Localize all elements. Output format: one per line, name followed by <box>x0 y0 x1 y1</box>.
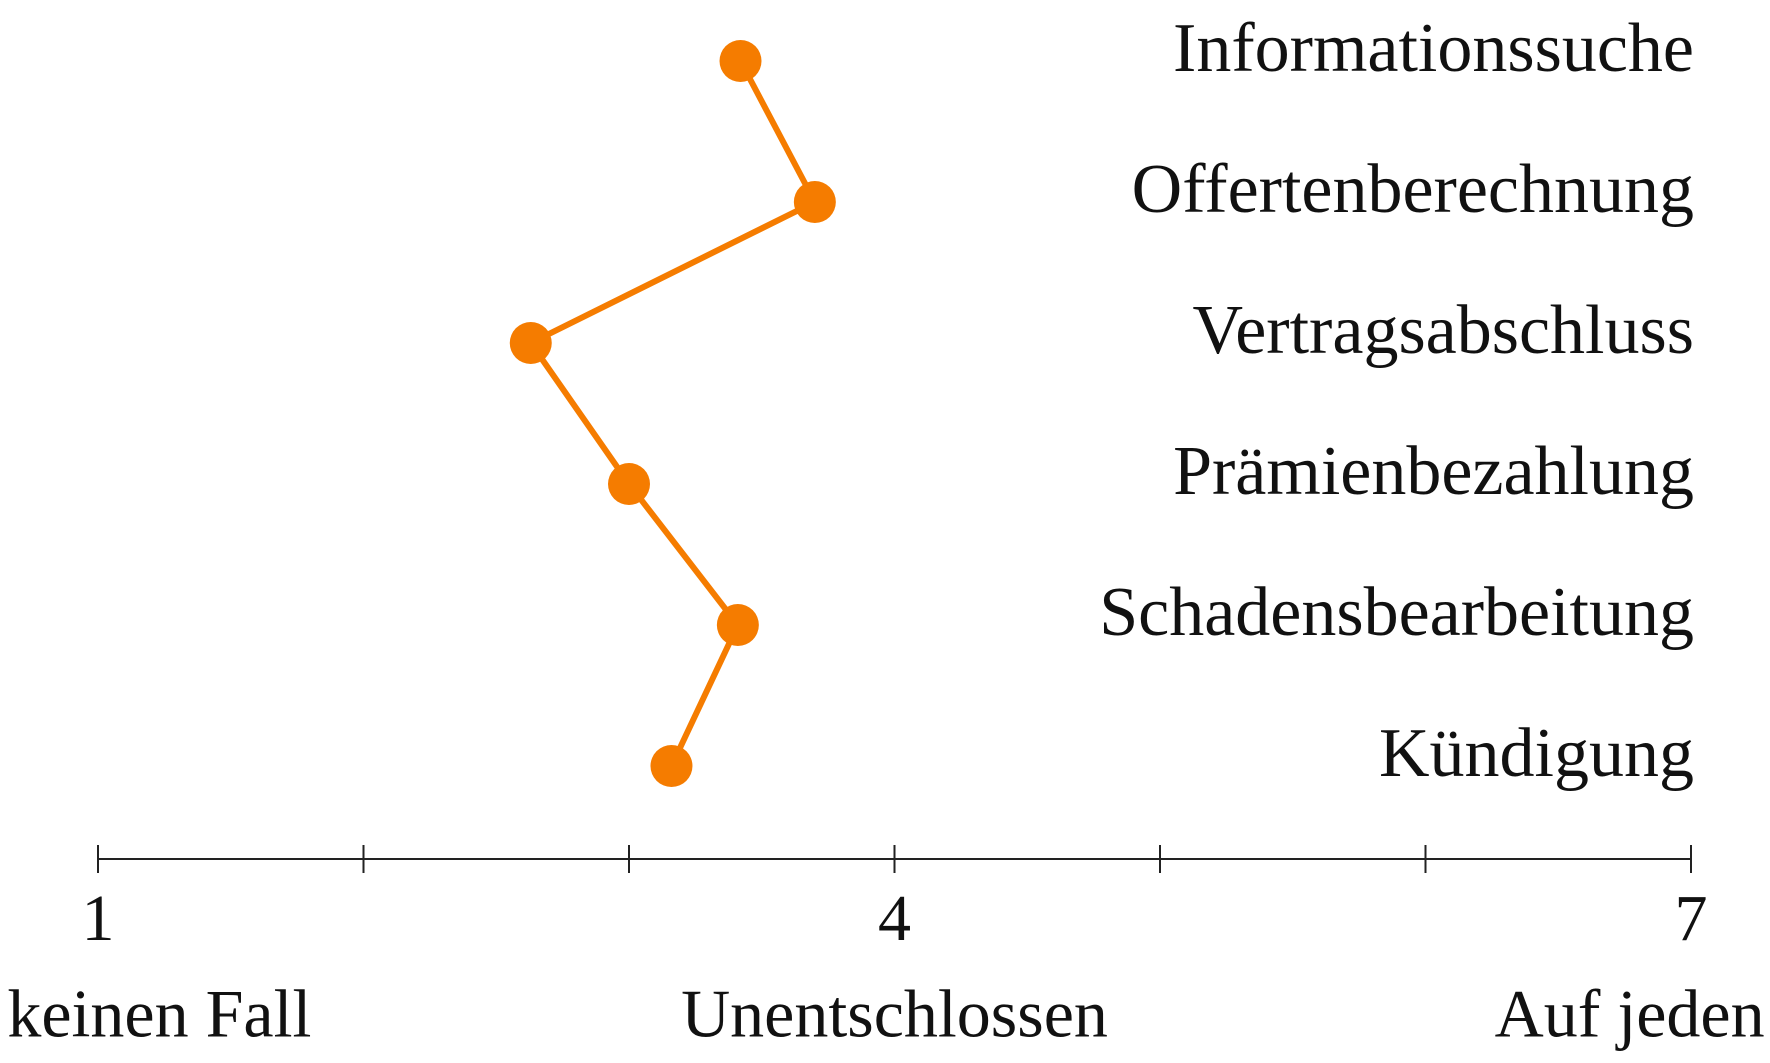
category-label: Informationssuche <box>1173 10 1694 87</box>
dot <box>793 181 836 223</box>
category-label: Prämienbezahlung <box>1173 433 1694 510</box>
scale-label: Auf keinen Fall <box>0 976 311 1052</box>
dot <box>716 604 759 646</box>
dot <box>608 463 650 505</box>
scale-label: Unentschlossen <box>681 976 1108 1052</box>
category-label: Kündigung <box>1379 715 1694 792</box>
dot <box>719 40 762 82</box>
category-label: Schadensbearbeitung <box>1099 574 1694 651</box>
line <box>526 59 819 768</box>
dot <box>650 745 693 787</box>
x-tick-label: 7 <box>1675 882 1708 955</box>
x-tick-label: 4 <box>878 882 911 955</box>
category-label: Vertragsabschluss <box>1192 292 1694 369</box>
x-tick-label: 1 <box>82 882 115 955</box>
dot <box>509 322 552 364</box>
scale-label: Auf jeden Fall <box>1495 976 1770 1052</box>
category-label: Offertenberechnung <box>1132 151 1694 228</box>
